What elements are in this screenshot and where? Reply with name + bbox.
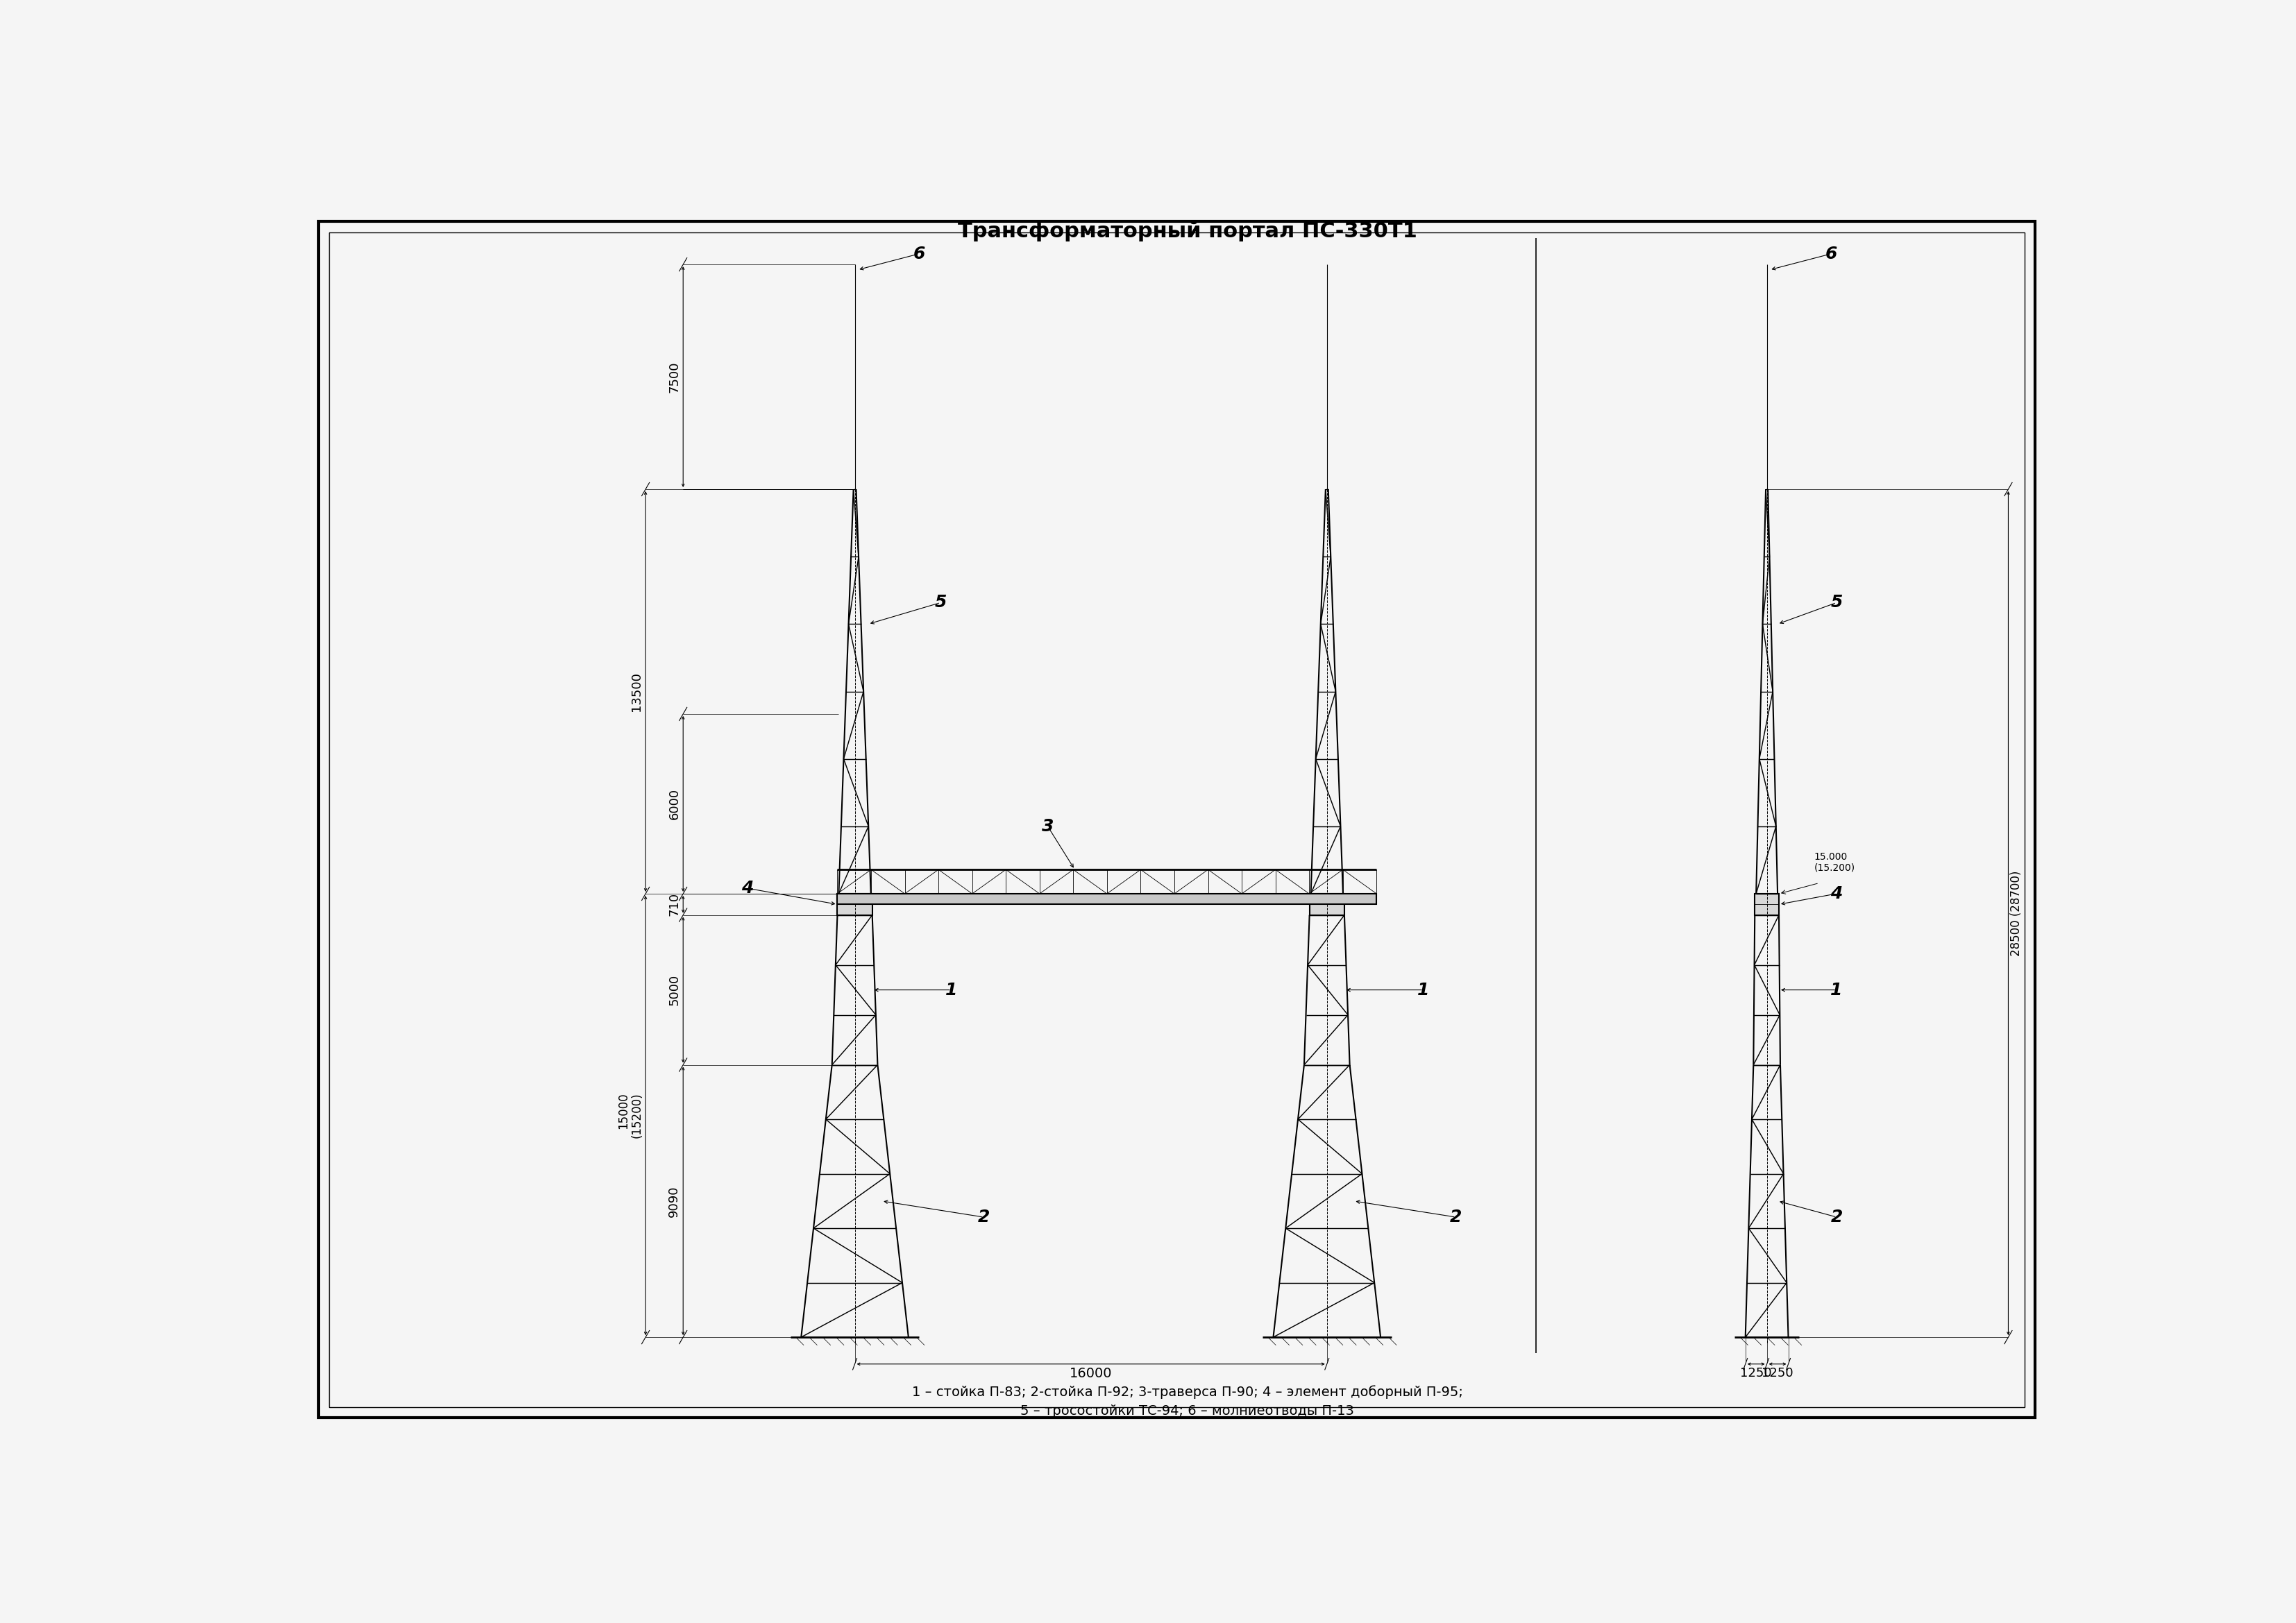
Text: 28500 (28700): 28500 (28700)	[2009, 870, 2023, 956]
Text: 2: 2	[978, 1209, 990, 1225]
Bar	[1754, 894, 1779, 915]
Text: 5: 5	[934, 594, 946, 610]
Bar	[1309, 894, 1345, 915]
Text: 1: 1	[1830, 982, 1844, 998]
Text: 1250: 1250	[1761, 1367, 1793, 1380]
Text: 7500: 7500	[668, 360, 680, 393]
Text: 6: 6	[1825, 245, 1837, 261]
Text: 13500: 13500	[631, 672, 643, 711]
Text: 9090: 9090	[668, 1185, 680, 1217]
Text: 4: 4	[1830, 885, 1844, 902]
Text: 2: 2	[1830, 1209, 1844, 1225]
Text: 1250: 1250	[1740, 1367, 1773, 1380]
Text: 5 – тросостойки ТС-94; 6 – молниеотводы П-13: 5 – тросостойки ТС-94; 6 – молниеотводы …	[1019, 1404, 1355, 1417]
Text: 3: 3	[1042, 818, 1054, 834]
Text: 6: 6	[914, 245, 925, 261]
Text: 6000: 6000	[668, 789, 680, 820]
Text: 2: 2	[1449, 1209, 1463, 1225]
Text: 4: 4	[742, 880, 753, 896]
Text: Трансформаторный портал ПС-330Т1: Трансформаторный портал ПС-330Т1	[957, 222, 1417, 242]
Text: 15.000
(15.200): 15.000 (15.200)	[1814, 852, 1855, 872]
Bar	[838, 894, 872, 915]
Text: 5: 5	[1830, 594, 1844, 610]
Text: 15000
(15200): 15000 (15200)	[618, 1092, 643, 1138]
Text: 1: 1	[946, 982, 957, 998]
Text: 1 – стойка П-83; 2-стойка П-92; 3-траверса П-90; 4 – элемент доборный П-95;: 1 – стойка П-83; 2-стойка П-92; 3-травер…	[912, 1386, 1463, 1399]
Text: 16000: 16000	[1070, 1367, 1111, 1380]
Bar	[838, 894, 1378, 904]
Text: 1: 1	[1417, 982, 1430, 998]
Text: 5000: 5000	[668, 974, 680, 1006]
Text: 710: 710	[668, 893, 680, 917]
